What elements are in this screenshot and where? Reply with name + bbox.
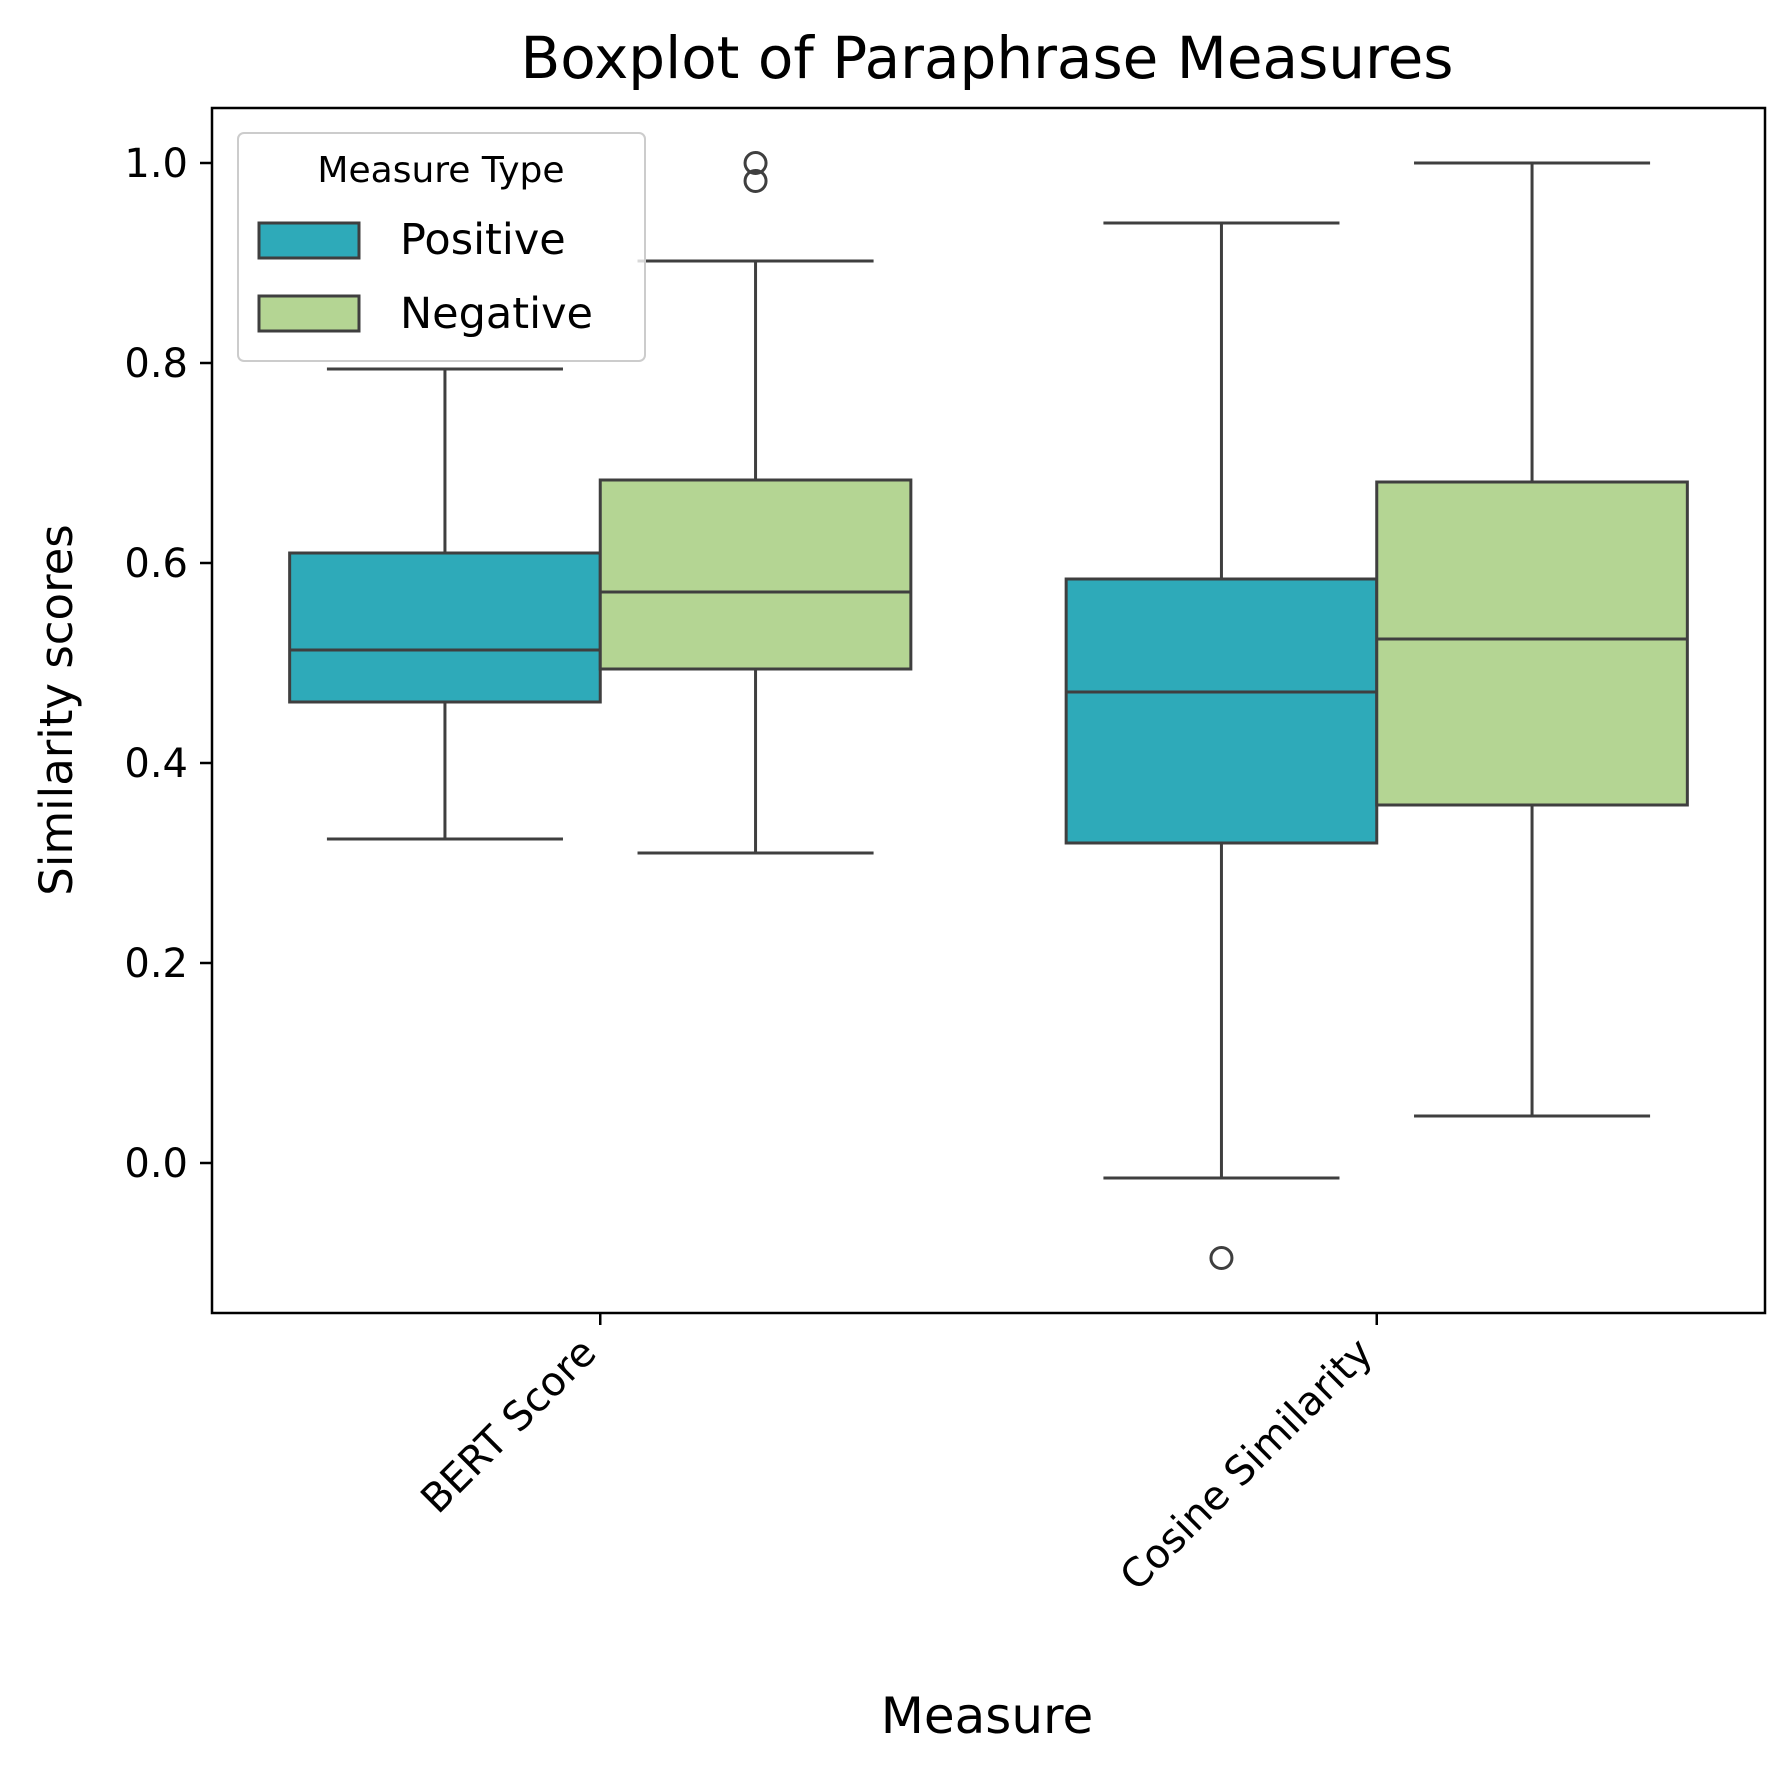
outlier-positive-1-0 — [1209, 1246, 1234, 1270]
x-tick-label-1: Cosine Similarity — [1112, 1330, 1382, 1600]
y-tick-label-1: 0.2 — [124, 941, 188, 987]
plot-frame — [210, 106, 1767, 1315]
legend-swatch-negative — [257, 294, 361, 333]
x-axis: BERT Score Cosine Similarity — [412, 1313, 1382, 1600]
y-tick-label-5: 1.0 — [124, 141, 188, 187]
y-axis: 0.0 0.2 0.4 0.6 0.8 1.0 — [124, 141, 212, 1187]
chart-title: Boxplot of Paraphrase Measures — [520, 24, 1453, 92]
box-positive-1 — [1064, 577, 1379, 845]
legend-title: Measure Type — [317, 150, 564, 191]
plot-area — [210, 106, 1767, 1315]
legend: Measure Type Positive Negative — [237, 132, 646, 362]
legend-label-positive: Positive — [400, 215, 566, 265]
y-tick-label-0: 0.0 — [124, 1141, 188, 1187]
box-negative-0 — [598, 478, 913, 671]
y-tick-label-3: 0.6 — [124, 541, 188, 587]
outlier-negative-0-1 — [743, 151, 768, 175]
legend-swatch-positive — [257, 221, 361, 260]
y-axis-label: Similarity scores — [30, 524, 83, 895]
x-axis-label: Measure — [881, 1687, 1094, 1745]
y-tick-label-4: 0.8 — [124, 341, 188, 387]
box-positive-0 — [288, 551, 602, 704]
outlier-negative-0-0 — [743, 169, 768, 193]
box-negative-1 — [1375, 480, 1689, 807]
y-tick-label-2: 0.4 — [124, 741, 188, 787]
x-tick-label-0: BERT Score — [412, 1330, 605, 1523]
legend-label-negative: Negative — [400, 289, 593, 339]
